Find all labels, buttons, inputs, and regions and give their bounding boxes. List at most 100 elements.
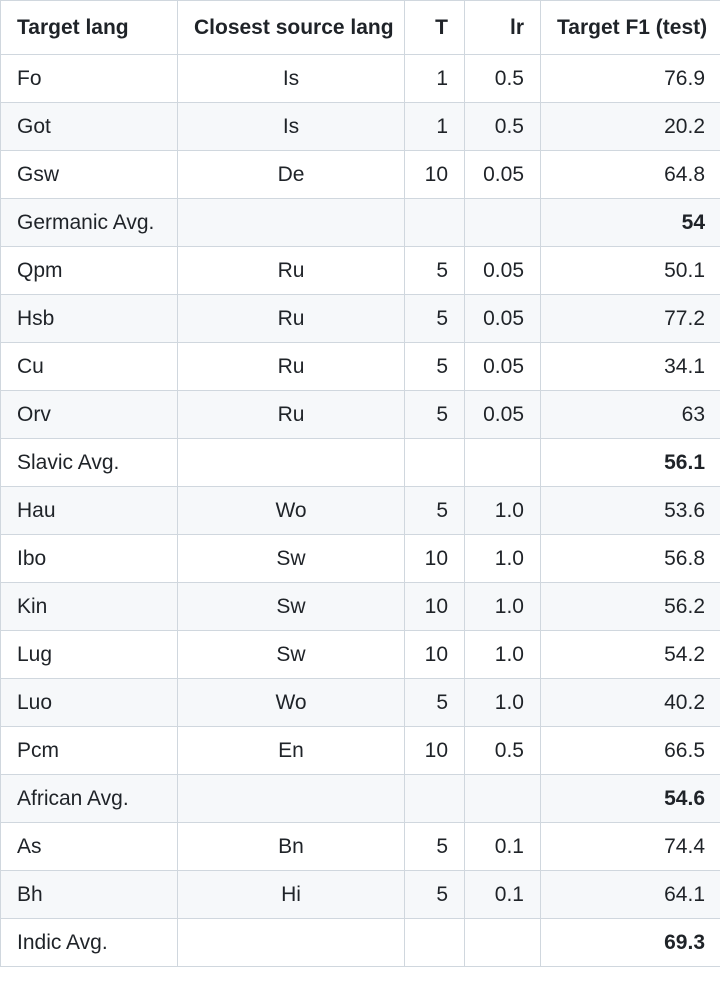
cell-lr xyxy=(464,774,541,823)
cell-t: 5 xyxy=(404,390,465,439)
cell-target-f1: 76.9 xyxy=(540,54,720,103)
cell-target-lang: Slavic Avg. xyxy=(0,438,178,487)
cell-t: 10 xyxy=(404,582,465,631)
cell-source-lang xyxy=(177,198,405,247)
cell-t: 5 xyxy=(404,870,465,919)
table-row: Cu Ru 5 0.05 34.1 xyxy=(0,342,720,391)
cell-lr: 0.05 xyxy=(464,342,541,391)
cell-target-f1: 56.2 xyxy=(540,582,720,631)
cell-lr: 0.5 xyxy=(464,54,541,103)
cell-target-f1: 54.6 xyxy=(540,774,720,823)
cell-source-lang: Is xyxy=(177,102,405,151)
cell-lr: 1.0 xyxy=(464,534,541,583)
cell-target-f1: 66.5 xyxy=(540,726,720,775)
cell-target-lang: Got xyxy=(0,102,178,151)
cell-target-f1: 63 xyxy=(540,390,720,439)
cell-target-lang: As xyxy=(0,822,178,871)
table-row: As Bn 5 0.1 74.4 xyxy=(0,822,720,871)
cell-source-lang: Ru xyxy=(177,246,405,295)
cell-target-f1: 64.8 xyxy=(540,150,720,199)
cell-target-f1: 40.2 xyxy=(540,678,720,727)
cell-t: 5 xyxy=(404,486,465,535)
cell-lr: 0.05 xyxy=(464,150,541,199)
cell-target-lang: Luo xyxy=(0,678,178,727)
cell-t xyxy=(404,918,465,967)
cell-lr xyxy=(464,918,541,967)
cell-t xyxy=(404,774,465,823)
cell-target-lang: Lug xyxy=(0,630,178,679)
average-row: Indic Avg. 69.3 xyxy=(0,918,720,967)
cell-target-lang: African Avg. xyxy=(0,774,178,823)
header-target-lang: Target lang xyxy=(0,0,178,55)
table-row: Kin Sw 10 1.0 56.2 xyxy=(0,582,720,631)
cell-t: 10 xyxy=(404,726,465,775)
cell-target-f1: 56.1 xyxy=(540,438,720,487)
average-row: Slavic Avg. 56.1 xyxy=(0,438,720,487)
cell-target-f1: 20.2 xyxy=(540,102,720,151)
cell-target-lang: Pcm xyxy=(0,726,178,775)
cell-lr xyxy=(464,438,541,487)
table-row: Fo Is 1 0.5 76.9 xyxy=(0,54,720,103)
cell-target-lang: Germanic Avg. xyxy=(0,198,178,247)
cell-lr xyxy=(464,198,541,247)
cell-t: 5 xyxy=(404,342,465,391)
cell-source-lang: Sw xyxy=(177,534,405,583)
header-row: Target lang Closest source lang T lr Tar… xyxy=(0,0,720,55)
cell-source-lang: Hi xyxy=(177,870,405,919)
cell-t: 5 xyxy=(404,294,465,343)
cell-t: 10 xyxy=(404,150,465,199)
cell-lr: 0.05 xyxy=(464,390,541,439)
average-row: African Avg. 54.6 xyxy=(0,774,720,823)
cell-target-f1: 74.4 xyxy=(540,822,720,871)
table-row: Lug Sw 10 1.0 54.2 xyxy=(0,630,720,679)
cell-source-lang: Is xyxy=(177,54,405,103)
cell-lr: 0.5 xyxy=(464,102,541,151)
cell-source-lang: De xyxy=(177,150,405,199)
cell-target-lang: Indic Avg. xyxy=(0,918,178,967)
cell-target-f1: 50.1 xyxy=(540,246,720,295)
cell-target-lang: Ibo xyxy=(0,534,178,583)
average-row: Germanic Avg. 54 xyxy=(0,198,720,247)
cell-t: 5 xyxy=(404,678,465,727)
cell-t: 10 xyxy=(404,534,465,583)
cell-t: 5 xyxy=(404,246,465,295)
cell-lr: 1.0 xyxy=(464,678,541,727)
cell-source-lang: Ru xyxy=(177,342,405,391)
cell-target-lang: Fo xyxy=(0,54,178,103)
cell-lr: 0.1 xyxy=(464,822,541,871)
cell-target-lang: Hsb xyxy=(0,294,178,343)
cell-source-lang: Sw xyxy=(177,630,405,679)
cell-target-lang: Orv xyxy=(0,390,178,439)
cell-source-lang: Bn xyxy=(177,822,405,871)
table-row: Hau Wo 5 1.0 53.6 xyxy=(0,486,720,535)
table-row: Qpm Ru 5 0.05 50.1 xyxy=(0,246,720,295)
cell-source-lang: Wo xyxy=(177,486,405,535)
cell-source-lang xyxy=(177,774,405,823)
cell-lr: 0.5 xyxy=(464,726,541,775)
cell-target-lang: Gsw xyxy=(0,150,178,199)
table-row: Orv Ru 5 0.05 63 xyxy=(0,390,720,439)
cell-target-f1: 53.6 xyxy=(540,486,720,535)
cell-target-lang: Cu xyxy=(0,342,178,391)
table-row: Got Is 1 0.5 20.2 xyxy=(0,102,720,151)
cell-target-f1: 54 xyxy=(540,198,720,247)
cell-target-f1: 64.1 xyxy=(540,870,720,919)
cell-target-f1: 69.3 xyxy=(540,918,720,967)
table-row: Pcm En 10 0.5 66.5 xyxy=(0,726,720,775)
cell-source-lang xyxy=(177,438,405,487)
cell-t xyxy=(404,438,465,487)
cell-lr: 1.0 xyxy=(464,630,541,679)
cell-target-lang: Qpm xyxy=(0,246,178,295)
table-body: Fo Is 1 0.5 76.9 Got Is 1 0.5 20.2 Gsw De 10 0.05 64.8… xyxy=(0,54,720,967)
cell-lr: 1.0 xyxy=(464,486,541,535)
cell-t: 10 xyxy=(404,630,465,679)
table-row: Gsw De 10 0.05 64.8 xyxy=(0,150,720,199)
cell-t xyxy=(404,198,465,247)
cell-target-lang: Kin xyxy=(0,582,178,631)
cell-target-f1: 77.2 xyxy=(540,294,720,343)
table-row: Ibo Sw 10 1.0 56.8 xyxy=(0,534,720,583)
cell-t: 1 xyxy=(404,54,465,103)
cell-target-f1: 56.8 xyxy=(540,534,720,583)
cell-t: 5 xyxy=(404,822,465,871)
cell-source-lang: Ru xyxy=(177,390,405,439)
